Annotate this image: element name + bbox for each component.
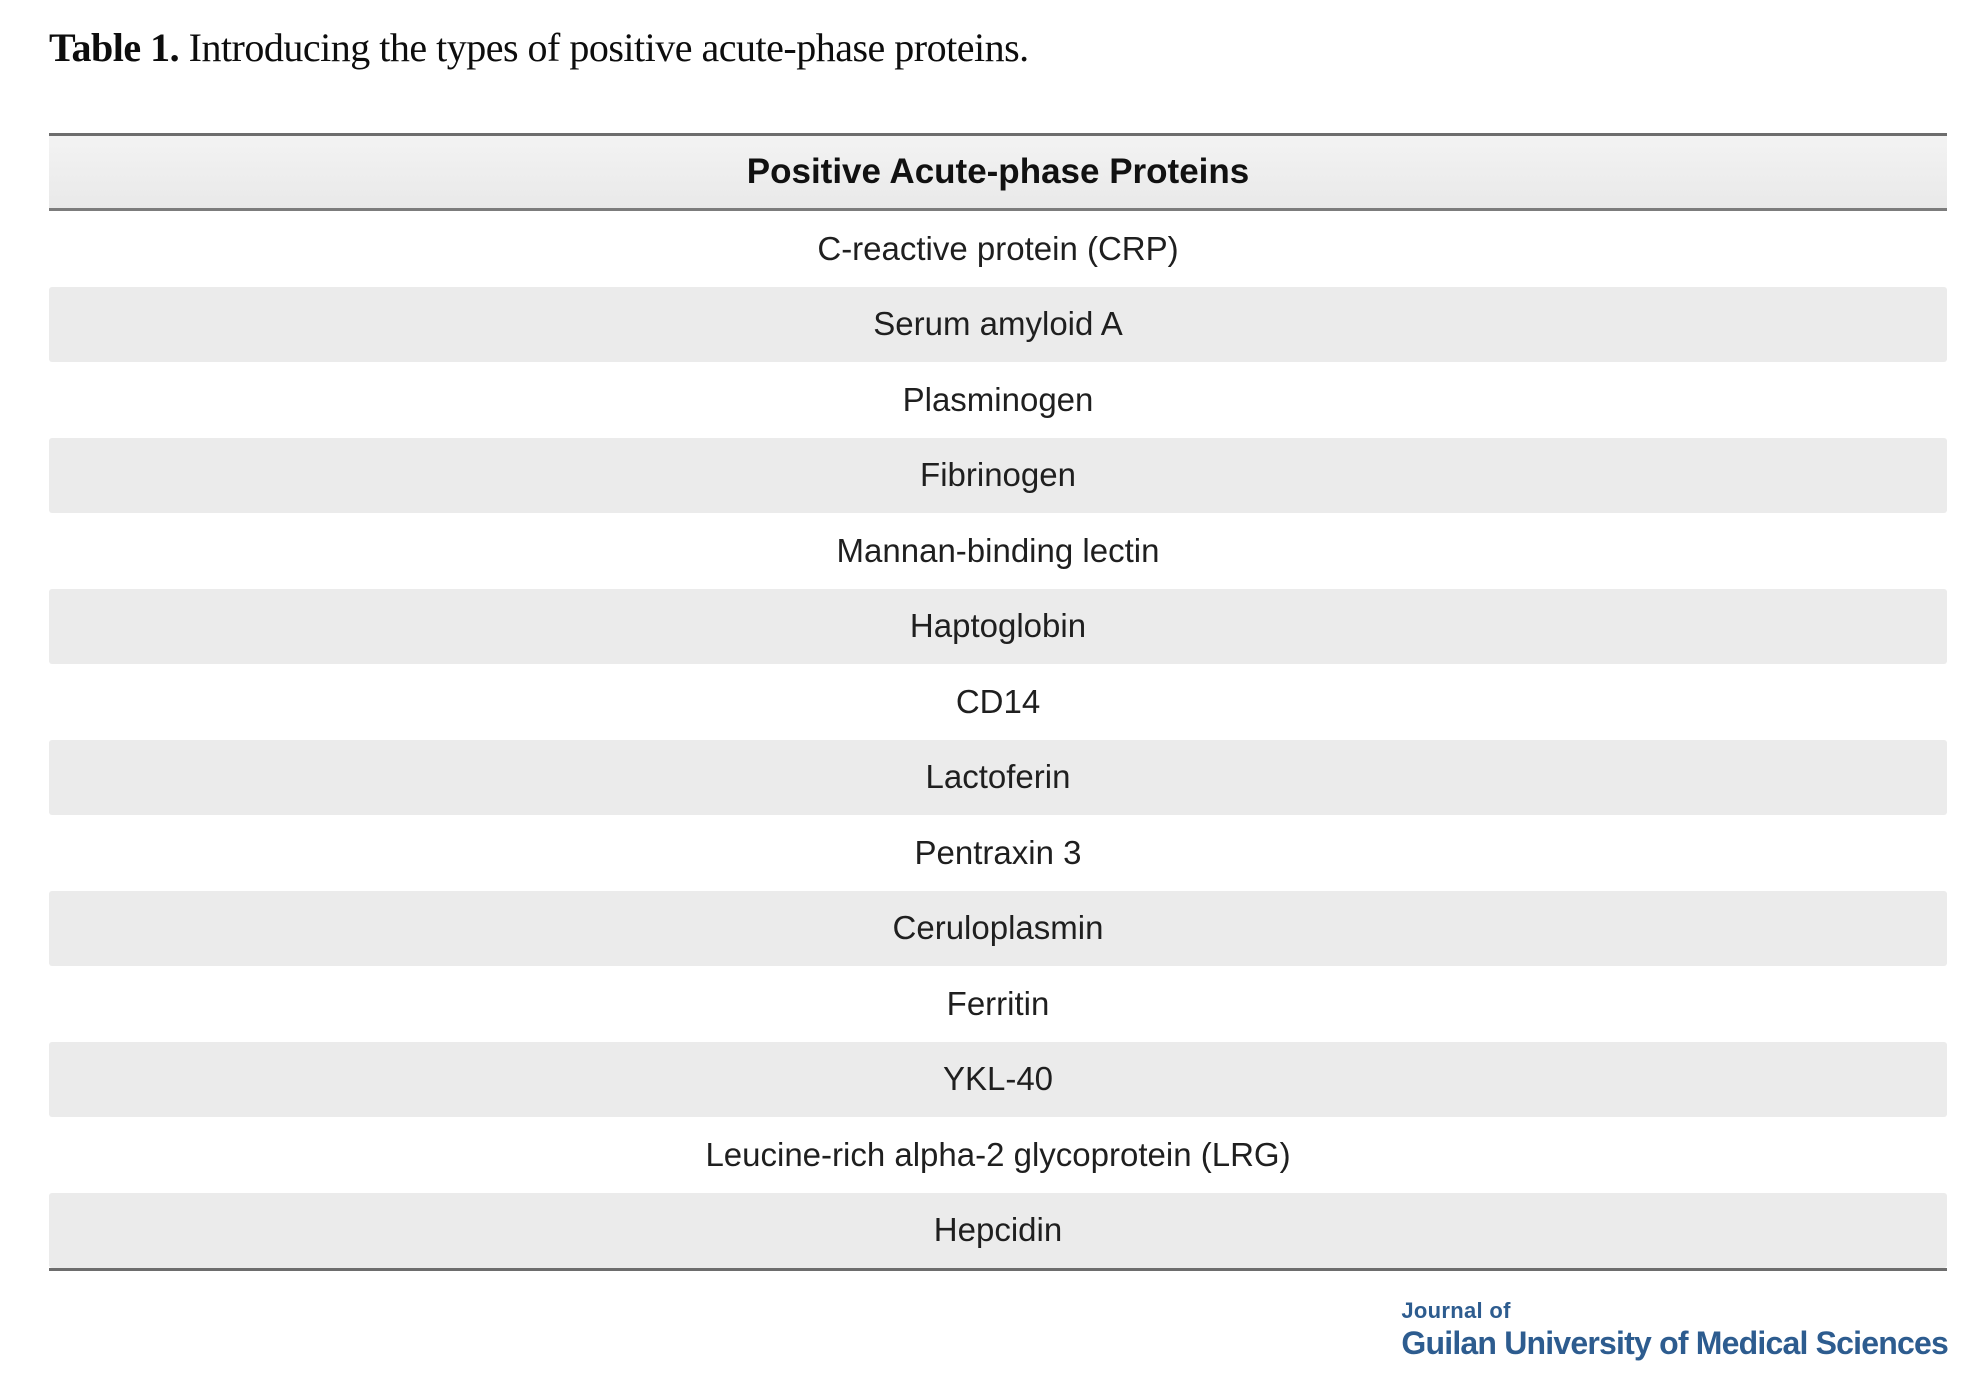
table-row: C-reactive protein (CRP) bbox=[49, 211, 1947, 287]
journal-logo-line1: Journal of bbox=[1401, 1298, 1511, 1323]
table-cell: Leucine-rich alpha-2 glycoprotein (LRG) bbox=[705, 1135, 1291, 1173]
table-caption: Table 1. Introducing the types of positi… bbox=[49, 24, 1029, 71]
table-cell: Ferritin bbox=[946, 984, 1050, 1022]
journal-logo-line2: Guilan University of Medical Sciences bbox=[1401, 1325, 1948, 1361]
table-cell: Serum amyloid A bbox=[873, 305, 1123, 343]
table-caption-text: Introducing the types of positive acute-… bbox=[179, 25, 1030, 70]
table-row: Serum amyloid A bbox=[49, 286, 1947, 362]
positive-acute-phase-proteins-table: Positive Acute-phase Proteins C-reactive… bbox=[49, 133, 1947, 1271]
table-row: Ferritin bbox=[49, 966, 1947, 1042]
table-row: Haptoglobin bbox=[49, 588, 1947, 664]
table-cell: Mannan-binding lectin bbox=[836, 531, 1160, 569]
table-cell: YKL-40 bbox=[942, 1060, 1054, 1098]
table-row: Plasminogen bbox=[49, 362, 1947, 438]
table-cell: Ceruloplasmin bbox=[892, 909, 1104, 947]
table-row: Mannan-binding lectin bbox=[49, 513, 1947, 589]
table-header-row: Positive Acute-phase Proteins bbox=[49, 133, 1947, 211]
table-row: Lactoferin bbox=[49, 739, 1947, 815]
table-body: C-reactive protein (CRP) Serum amyloid A… bbox=[49, 211, 1947, 1271]
table-cell: Hepcidin bbox=[933, 1211, 1063, 1249]
table-cell: Plasminogen bbox=[902, 380, 1094, 418]
journal-logo: Journal of Guilan University of Medical … bbox=[1401, 1298, 1948, 1361]
table-row: Leucine-rich alpha-2 glycoprotein (LRG) bbox=[49, 1117, 1947, 1193]
table-cell: C-reactive protein (CRP) bbox=[817, 229, 1179, 267]
table-cell: CD14 bbox=[955, 682, 1041, 720]
table-row: Pentraxin 3 bbox=[49, 815, 1947, 891]
table-row: Ceruloplasmin bbox=[49, 890, 1947, 966]
table-row: Hepcidin bbox=[49, 1192, 1947, 1268]
table-header-label: Positive Acute-phase Proteins bbox=[746, 152, 1250, 191]
table-row: Fibrinogen bbox=[49, 437, 1947, 513]
table-row: CD14 bbox=[49, 664, 1947, 740]
table-caption-label: Table 1. bbox=[49, 25, 180, 70]
table-cell: Fibrinogen bbox=[920, 456, 1076, 494]
table-cell: Haptoglobin bbox=[909, 607, 1087, 645]
table-cell: Pentraxin 3 bbox=[914, 833, 1082, 871]
table-cell: Lactoferin bbox=[925, 758, 1071, 796]
table-row: YKL-40 bbox=[49, 1041, 1947, 1117]
